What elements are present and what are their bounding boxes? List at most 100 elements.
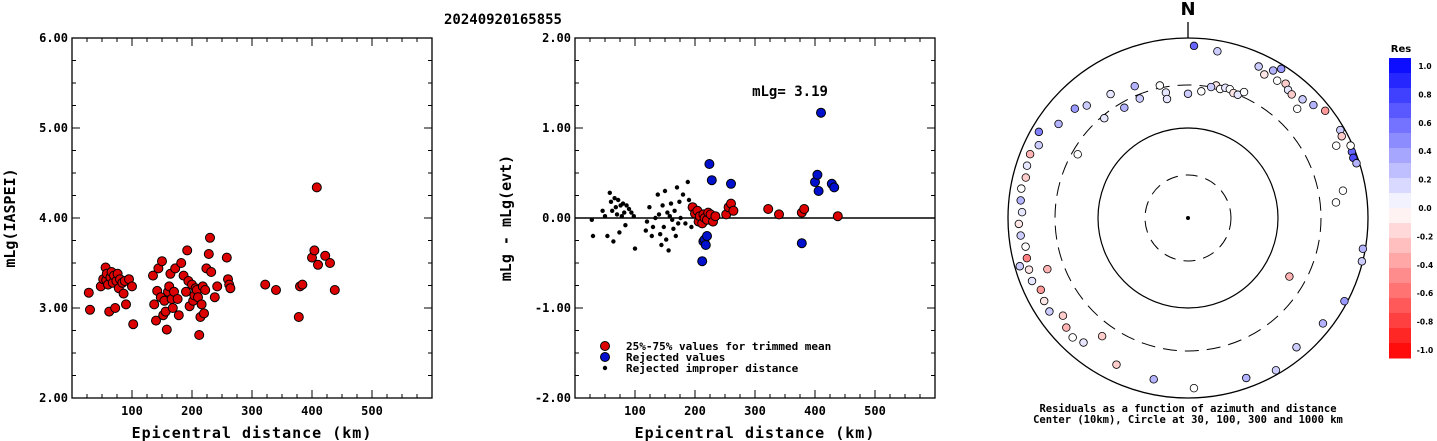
data-point-small bbox=[616, 197, 621, 203]
y-tick-label: -1.00 bbox=[535, 301, 571, 315]
data-point bbox=[313, 259, 323, 270]
colorbar-tick-label: -0.6 bbox=[1417, 289, 1433, 298]
station-residual-point bbox=[1292, 343, 1301, 352]
station-residual-point bbox=[1135, 94, 1144, 103]
station-residual-point bbox=[1070, 104, 1080, 113]
axis-ticks: 100 200 300 400 500 -2.00 -1.00 0.00 1.00 2.00 bbox=[535, 31, 935, 418]
station-residual-point bbox=[1036, 285, 1046, 294]
station-residual-point bbox=[1254, 62, 1263, 71]
data-point-small bbox=[613, 205, 618, 210]
x-axis-label: Epicentral distance (km) bbox=[132, 424, 373, 441]
station-residual-point bbox=[1285, 272, 1294, 281]
station-residual-point bbox=[1189, 383, 1199, 393]
data-point-small bbox=[656, 212, 662, 217]
data-point bbox=[763, 204, 774, 214]
data-point-small bbox=[670, 217, 675, 222]
x-tick-label: 400 bbox=[804, 404, 826, 418]
station-residual-point bbox=[1073, 150, 1082, 159]
station-residual-point bbox=[1021, 173, 1031, 182]
data-point bbox=[774, 209, 784, 220]
data-point-small bbox=[672, 208, 677, 213]
station-residual-point bbox=[1100, 114, 1109, 123]
outer-circle-1000km bbox=[1007, 37, 1369, 399]
data-point-small bbox=[678, 215, 683, 221]
data-point-small bbox=[671, 226, 676, 231]
data-point bbox=[309, 245, 320, 256]
circle-30km bbox=[1144, 174, 1232, 262]
data-point-small bbox=[611, 239, 616, 244]
data-point bbox=[812, 169, 823, 180]
data-point-small bbox=[683, 221, 688, 226]
axis-ticks: 100 200 300 400 500 2.00 3.00 4.00 5.00 6.00 bbox=[39, 31, 432, 418]
colorbar-tick-label: 0.0 bbox=[1418, 204, 1431, 213]
legend-marker-trimmed bbox=[600, 341, 610, 351]
x-tick-label: 300 bbox=[744, 404, 766, 418]
data-point bbox=[194, 330, 205, 340]
data-point-small bbox=[685, 179, 690, 185]
center-dot bbox=[1186, 216, 1190, 220]
colorbar-cell bbox=[1389, 223, 1411, 239]
caption-line-1: Residuals as a function of azimuth and d… bbox=[1039, 403, 1336, 415]
station-residual-point bbox=[1016, 231, 1025, 240]
station-residual-point bbox=[1239, 87, 1249, 97]
data-point bbox=[271, 285, 281, 295]
data-point bbox=[205, 232, 215, 243]
station-residual-point bbox=[1097, 331, 1107, 341]
data-point bbox=[225, 283, 236, 294]
data-point-small bbox=[619, 214, 624, 219]
plot-frame bbox=[71, 37, 433, 399]
colorbar-cell bbox=[1389, 178, 1411, 194]
data-point bbox=[813, 186, 824, 196]
data-point bbox=[83, 287, 94, 298]
colorbar-cell bbox=[1389, 253, 1411, 269]
data-point bbox=[829, 182, 840, 193]
data-point-small bbox=[661, 224, 666, 230]
station-residual-point bbox=[1112, 360, 1121, 369]
legend: 25%-75% values for trimmed mean Rejected… bbox=[600, 340, 831, 375]
station-residual-point bbox=[1054, 119, 1063, 129]
data-point bbox=[151, 315, 161, 326]
data-point-small bbox=[600, 208, 605, 213]
data-point-small bbox=[649, 233, 654, 239]
station-residual-point bbox=[1034, 141, 1043, 150]
station-residual-point bbox=[1022, 161, 1032, 170]
station-residual-point bbox=[1358, 244, 1368, 254]
station-residual-point bbox=[1062, 323, 1071, 332]
data-point bbox=[206, 267, 217, 277]
station-residual-point bbox=[1106, 89, 1115, 99]
legend-marker-improper bbox=[602, 365, 608, 371]
station-residual-point bbox=[1021, 242, 1030, 251]
data-point-small bbox=[622, 210, 627, 215]
colorbar-cells bbox=[1389, 58, 1411, 359]
data-point bbox=[172, 294, 183, 304]
data-point-small bbox=[664, 237, 669, 242]
data-point-small bbox=[607, 190, 612, 195]
station-residual-point bbox=[1287, 90, 1296, 99]
x-tick-label: 100 bbox=[121, 404, 143, 418]
x-tick-label: 300 bbox=[241, 404, 263, 418]
x-tick-label: 100 bbox=[624, 404, 646, 418]
data-point bbox=[128, 319, 139, 330]
data-point bbox=[706, 175, 717, 186]
station-residual-point bbox=[1034, 127, 1044, 137]
data-point-small bbox=[620, 201, 626, 206]
data-point-small bbox=[629, 210, 634, 215]
data-point bbox=[161, 324, 172, 335]
station-residual-point bbox=[1337, 132, 1346, 141]
data-point bbox=[799, 204, 810, 214]
station-residual-point bbox=[1017, 208, 1027, 217]
y-tick-label: 4.00 bbox=[39, 211, 68, 225]
colorbar-tick-label: -1.0 bbox=[1417, 346, 1433, 355]
y-tick-label: 2.00 bbox=[39, 391, 68, 405]
y-tick-label: 2.00 bbox=[542, 31, 571, 45]
data-point-small bbox=[617, 230, 622, 235]
magnitude-annotation: mLg= 3.19 bbox=[752, 84, 828, 100]
data-point-small bbox=[676, 221, 681, 226]
data-point-small bbox=[660, 203, 665, 208]
station-residual-point bbox=[1039, 296, 1049, 306]
y-axis-label: mLg(IASPEI) bbox=[1, 168, 19, 267]
station-residual-point bbox=[1120, 103, 1129, 112]
colorbar-cell bbox=[1389, 118, 1411, 134]
colorbar-cell bbox=[1389, 148, 1411, 164]
data-point bbox=[148, 270, 158, 281]
